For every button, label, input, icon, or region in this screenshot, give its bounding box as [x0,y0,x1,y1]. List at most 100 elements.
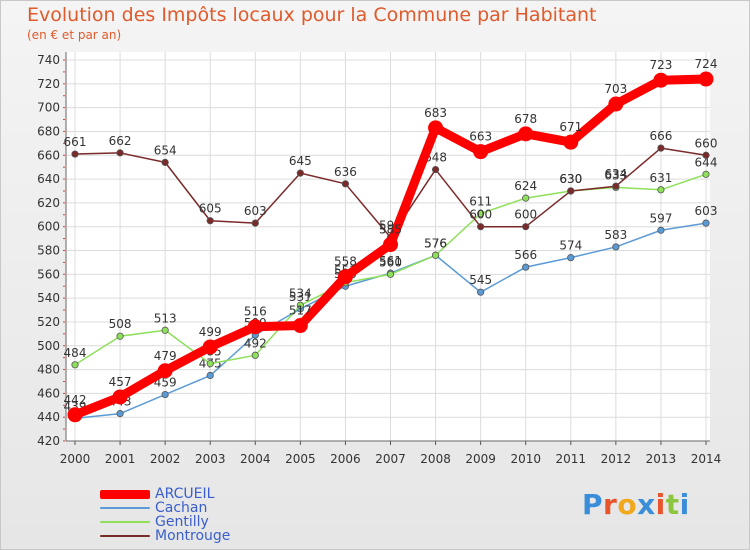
data-label-arcueil: 671 [559,120,582,134]
chart-title: Evolution des Impôts locaux pour la Comm… [27,4,597,26]
data-label-cachan: 597 [649,211,672,225]
data-point-montrouge [206,217,214,225]
legend-swatch [100,489,150,499]
legend-item-montrouge: Montrouge [100,529,230,543]
data-point-cachan [612,243,620,251]
data-label-cachan: 574 [559,239,582,253]
legend-label: Montrouge [155,528,231,544]
data-point-gentilly [702,170,710,178]
data-label-montrouge: 634 [604,167,627,181]
y-tick-label: 440 [37,410,60,424]
legend-label: Gentilly [155,514,209,530]
data-label-gentilly: 644 [695,155,718,169]
data-point-montrouge [431,165,440,174]
legend-label: Cachan [155,500,208,516]
data-point-gentilly [161,326,169,334]
data-label-arcueil: 663 [469,130,492,144]
data-label-cachan: 561 [379,254,402,268]
data-point-arcueil [563,134,579,150]
data-point-cachan [657,226,665,234]
data-label-gentilly: 631 [649,171,672,185]
data-label-gentilly: 624 [514,179,537,193]
data-label-arcueil: 724 [695,57,718,71]
y-tick-label: 640 [37,172,60,186]
data-label-montrouge: 603 [244,204,267,218]
data-point-montrouge [702,151,710,159]
data-point-gentilly [477,209,485,218]
data-label-arcueil: 558 [334,255,357,269]
data-point-arcueil [608,96,624,112]
logo-letter: P [582,488,604,521]
y-tick-label: 680 [37,124,60,138]
data-label-gentilly: 630 [559,172,582,186]
x-tick-label: 2001 [105,452,136,466]
y-tick-label: 540 [37,291,60,305]
data-label-arcueil: 442 [64,393,87,407]
y-tick-label: 740 [37,53,60,67]
data-point-montrouge [657,144,665,152]
data-point-arcueil [428,120,444,136]
data-point-cachan [477,288,485,296]
data-label-cachan: 531 [289,290,312,304]
legend-swatch [100,521,150,523]
data-label-gentilly: 508 [109,317,132,331]
y-tick-label: 480 [37,363,60,377]
data-point-gentilly [522,194,530,202]
legend-swatch [100,535,150,537]
data-point-arcueil [247,319,263,335]
data-point-gentilly [71,361,79,369]
data-label-montrouge: 636 [334,165,357,179]
data-point-gentilly [431,251,440,259]
y-tick-label: 700 [37,101,60,115]
data-label-arcueil: 457 [109,375,132,389]
data-label-cachan: 583 [604,228,627,242]
data-point-gentilly [296,301,304,309]
x-tick-label: 2012 [601,452,632,466]
legend-item-cachan: Cachan [100,501,230,515]
data-label-montrouge: 605 [199,202,222,216]
y-tick-label: 520 [37,315,60,329]
proxiti-logo: Proxiti [582,488,690,521]
data-point-montrouge [116,149,124,157]
data-label-gentilly: 633 [604,168,627,182]
data-point-montrouge [161,158,169,166]
data-label-arcueil: 479 [154,349,177,363]
data-point-montrouge [251,219,259,227]
x-tick-label: 2007 [375,452,406,466]
x-tick-label: 2013 [646,452,677,466]
legend-item-gentilly: Gentilly [100,515,230,529]
data-point-montrouge [71,150,79,158]
data-label-montrouge: 645 [289,154,312,168]
chart-subtitle: (en € et par an) [27,28,122,42]
data-label-gentilly: 611 [469,195,492,209]
data-point-arcueil [383,237,398,253]
data-point-arcueil [653,72,669,88]
data-point-cachan [522,263,530,271]
legend-swatch [100,507,150,509]
y-tick-label: 420 [37,434,60,448]
x-tick-label: 2014 [691,452,722,466]
x-tick-label: 2010 [510,452,541,466]
x-tick-label: 2002 [150,452,181,466]
logo-letter: i [655,488,666,521]
data-label-montrouge: 600 [514,208,537,222]
y-tick-label: 560 [37,267,60,281]
data-label-montrouge: 660 [695,136,718,150]
data-label-arcueil: 723 [649,58,672,72]
data-point-cachan [567,254,575,262]
data-label-montrouge: 662 [109,134,132,148]
data-point-cachan [116,410,124,418]
legend: ARCUEIL Cachan Gentilly Montrouge [100,487,230,543]
data-label-gentilly: 534 [289,286,312,300]
data-point-arcueil [157,363,173,379]
data-point-arcueil [473,144,489,160]
data-point-gentilly [657,186,665,194]
data-point-montrouge [477,223,485,231]
logo-letter: t [665,488,680,521]
data-point-montrouge [341,180,350,188]
data-point-montrouge [296,169,304,177]
data-label-arcueil: 499 [199,325,222,339]
data-label-montrouge: 661 [64,135,87,149]
data-point-montrouge [612,182,620,190]
